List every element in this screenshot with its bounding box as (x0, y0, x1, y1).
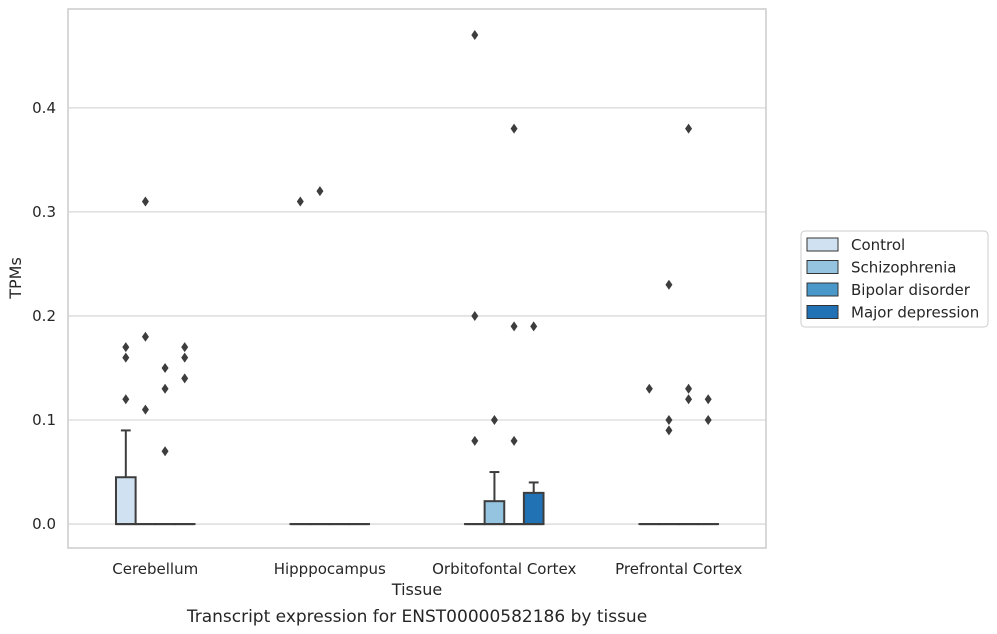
legend-swatch (806, 260, 839, 274)
outlier-point (510, 123, 518, 134)
outlier-point (510, 321, 518, 332)
outlier-point (490, 415, 498, 426)
x-axis-label: Tissue (391, 580, 442, 599)
outlier-point (665, 279, 673, 290)
y-tick-labels: 0.0 0.1 0.2 0.3 0.4 (32, 99, 56, 533)
box (483, 500, 506, 526)
figure-caption: Transcript expression for ENST0000058218… (186, 607, 647, 627)
y-axis-label: TPMs (6, 257, 25, 300)
plot-frame (67, 8, 767, 549)
outlier-point (665, 425, 673, 436)
outlier-point (704, 415, 712, 426)
outlier-point (316, 186, 324, 197)
series-group (154, 123, 700, 526)
legend-label: Control (851, 236, 905, 254)
y-tick-label: 0.1 (32, 411, 56, 429)
outlier-point (141, 331, 149, 342)
legend-swatch (806, 282, 839, 297)
outlier-point (471, 310, 479, 321)
outlier-point (122, 342, 130, 353)
gridlines (68, 107, 766, 525)
outlier-point (296, 196, 304, 207)
legend-label: Major depression (851, 304, 979, 322)
outlier-point (181, 342, 189, 353)
outlier-point (471, 30, 479, 41)
outlier-point (161, 383, 169, 394)
outlier-point (704, 394, 712, 405)
outlier-point (471, 435, 479, 446)
outlier-point (181, 352, 189, 363)
y-tick-label: 0.4 (32, 99, 56, 117)
outlier-point (685, 394, 693, 405)
legend-label: Bipolar disorder (851, 281, 971, 299)
x-tick-label: Cerebellum (112, 560, 198, 578)
outlier-point (161, 446, 169, 457)
outlier-point (141, 404, 149, 415)
outlier-point (685, 123, 693, 134)
legend: Control Schizophrenia Bipolar disorder Majo… (800, 230, 989, 328)
outlier-point (122, 352, 130, 363)
outlier-point (141, 196, 149, 207)
outlier-point (122, 394, 130, 405)
x-tick-label: Hipppocampus (274, 560, 386, 578)
x-tick-label: Prefrontal Cortex (615, 560, 742, 578)
y-tick-label: 0.2 (32, 307, 56, 325)
series-group (134, 186, 680, 526)
legend-frame (800, 230, 989, 328)
legend-label: Schizophrenia (851, 259, 956, 277)
series-group (173, 321, 720, 526)
box (522, 491, 545, 526)
outlier-point (530, 321, 538, 332)
outlier-point (510, 435, 518, 446)
legend-swatch (806, 237, 839, 252)
y-tick-label: 0.3 (32, 203, 56, 221)
x-tick-label: Orbitofontal Cortex (432, 560, 576, 578)
outlier-point (181, 373, 189, 384)
outlier-point (665, 415, 673, 426)
outlier-point (161, 362, 169, 373)
outlier-point (645, 383, 653, 394)
x-tick-labels: Cerebellum Hipppocampus Orbitofontal Corte… (112, 560, 742, 578)
y-tick-label: 0.0 (32, 515, 56, 533)
box (114, 476, 137, 526)
series-group (114, 30, 661, 526)
legend-swatch (806, 305, 839, 319)
outlier-point (685, 383, 693, 394)
box-groups (114, 30, 720, 526)
